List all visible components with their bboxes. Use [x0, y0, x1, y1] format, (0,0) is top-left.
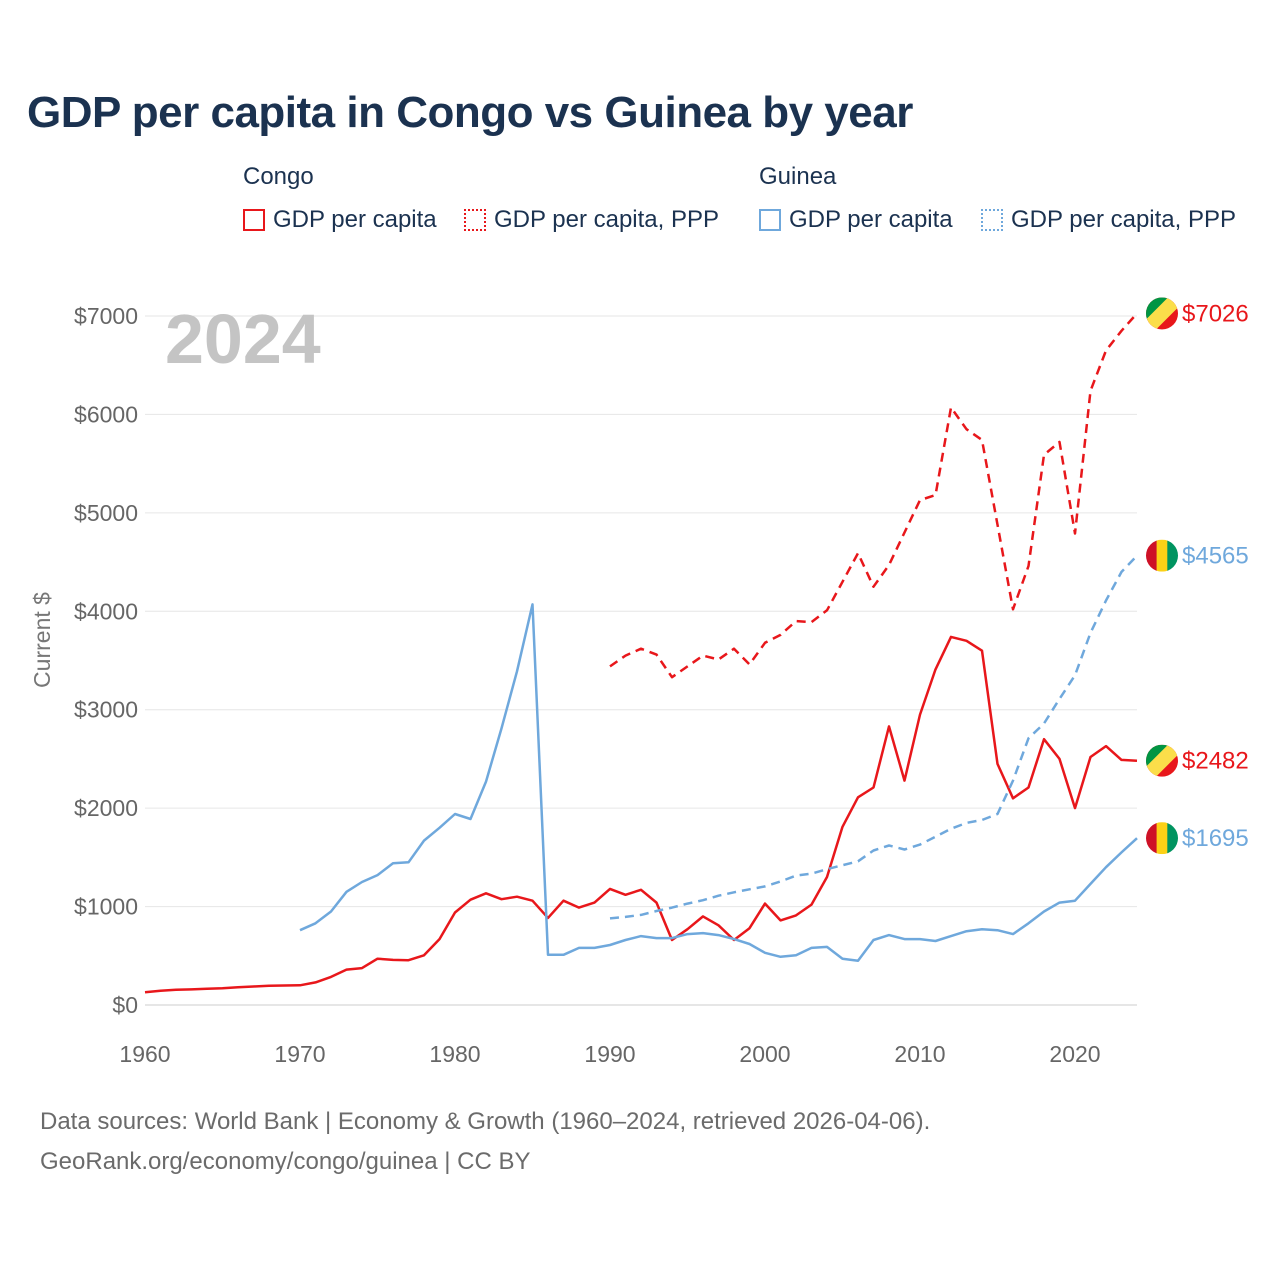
y-tick-label: $5000 — [74, 500, 138, 526]
end-value-label: $4565 — [1182, 543, 1249, 570]
series-line[interactable] — [299, 603, 1138, 962]
legend-swatch-solid-red — [243, 209, 265, 231]
legend-swatch-solid-blue — [759, 209, 781, 231]
flag-icon — [1146, 822, 1178, 855]
x-tick-label: 2010 — [894, 1041, 945, 1067]
y-tick-label: $1000 — [74, 894, 138, 920]
x-tick-label: 1970 — [274, 1041, 325, 1067]
y-tick-label: $0 — [112, 992, 138, 1018]
legend-guinea-ppp[interactable]: GDP per capita, PPP — [981, 205, 1236, 235]
chart-title: GDP per capita in Congo vs Guinea by yea… — [27, 88, 913, 137]
end-value-label: $1695 — [1182, 825, 1249, 852]
legend-label: GDP per capita, PPP — [1011, 206, 1236, 233]
y-tick-label: $6000 — [74, 401, 138, 427]
flag-icon — [1146, 297, 1178, 330]
legend-congo-gdp[interactable]: GDP per capita — [243, 205, 437, 235]
y-axis-label: Current $ — [29, 592, 55, 688]
series-line[interactable] — [609, 312, 1138, 679]
legend-group-congo: Congo — [243, 163, 314, 190]
legend-label: GDP per capita — [273, 206, 437, 233]
flag-icon — [1146, 539, 1178, 572]
end-value-label: $7026 — [1182, 300, 1249, 327]
legend-label: GDP per capita, PPP — [494, 206, 719, 233]
legend-swatch-dotted-red — [464, 209, 486, 231]
line-chart: $0 $1000 $2000 $3000 $4000 $5000 $6000 $7000 196… — [29, 297, 1249, 1067]
x-tick-label: 2020 — [1049, 1041, 1100, 1067]
x-tick-label: 1990 — [584, 1041, 635, 1067]
y-tick-label: $7000 — [74, 303, 138, 329]
x-tick-label: 2000 — [739, 1041, 790, 1067]
series-line[interactable] — [609, 554, 1138, 920]
legend-guinea-gdp[interactable]: GDP per capita — [759, 205, 953, 235]
footer-sources: Data sources: World Bank | Economy & Gro… — [40, 1108, 931, 1135]
x-tick-label: 1960 — [119, 1041, 170, 1067]
flag-icon — [1146, 744, 1178, 777]
legend-congo-ppp[interactable]: GDP per capita, PPP — [464, 205, 719, 235]
legend-label: GDP per capita — [789, 206, 953, 233]
y-tick-label: $3000 — [74, 697, 138, 723]
x-tick-label: 1980 — [429, 1041, 480, 1067]
footer-link[interactable]: GeoRank.org/economy/congo/guinea | CC BY — [40, 1148, 531, 1175]
legend-group-guinea: Guinea — [759, 163, 837, 190]
y-tick-label: $2000 — [74, 795, 138, 821]
y-tick-label: $4000 — [74, 598, 138, 624]
year-watermark: 2024 — [165, 300, 321, 378]
end-value-label: $2482 — [1182, 748, 1249, 775]
legend-swatch-dotted-blue — [981, 209, 1003, 231]
series-line[interactable] — [144, 635, 1138, 994]
